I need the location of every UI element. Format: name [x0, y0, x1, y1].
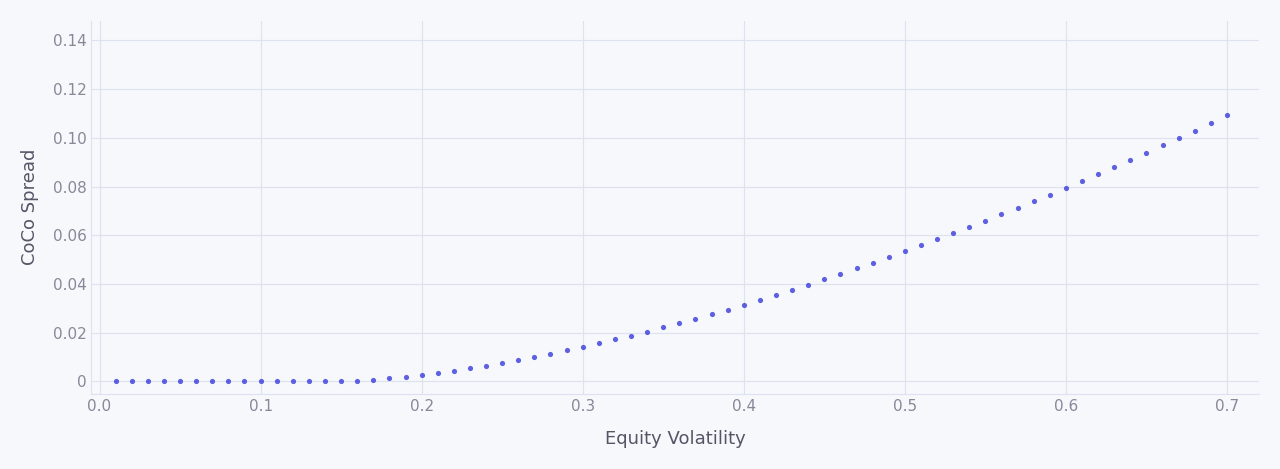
Point — [428, 369, 448, 377]
Point — [540, 350, 561, 357]
Point — [202, 378, 223, 385]
Point — [1039, 191, 1060, 198]
Point — [444, 367, 465, 374]
Point — [557, 347, 577, 354]
Point — [589, 340, 609, 347]
Point — [846, 265, 867, 272]
Point — [492, 359, 512, 367]
Point — [1169, 135, 1189, 142]
Point — [927, 235, 947, 243]
Point — [878, 253, 899, 261]
Point — [959, 223, 979, 231]
Point — [1071, 177, 1092, 185]
Point — [895, 248, 915, 255]
Point — [364, 376, 384, 383]
Point — [1184, 127, 1204, 135]
Point — [750, 296, 771, 304]
Point — [975, 217, 996, 225]
Point — [637, 328, 658, 335]
Point — [315, 378, 335, 385]
Point — [330, 378, 351, 385]
Point — [1137, 149, 1157, 157]
Point — [347, 377, 367, 385]
Point — [1201, 120, 1221, 127]
Point — [266, 378, 287, 385]
Point — [298, 378, 319, 385]
Point — [814, 276, 835, 283]
Point — [396, 373, 416, 380]
Point — [1217, 112, 1238, 119]
Point — [154, 378, 174, 385]
Point — [943, 229, 964, 237]
Point — [1007, 204, 1028, 212]
Point — [122, 378, 142, 385]
Point — [283, 378, 303, 385]
Point — [604, 336, 625, 343]
Point — [105, 378, 125, 385]
Point — [1103, 163, 1124, 171]
Point — [251, 378, 271, 385]
Point — [1088, 170, 1108, 178]
Point — [1120, 156, 1140, 164]
Point — [701, 310, 722, 318]
Point — [782, 286, 803, 294]
Point — [991, 211, 1011, 218]
Point — [733, 301, 754, 309]
Point — [621, 332, 641, 340]
Point — [411, 371, 431, 378]
Point — [910, 242, 931, 249]
Point — [669, 319, 690, 327]
Point — [1024, 197, 1044, 205]
Point — [797, 281, 818, 288]
X-axis label: Equity Volatility: Equity Volatility — [605, 430, 746, 448]
Point — [653, 324, 673, 331]
Point — [379, 375, 399, 382]
Point — [137, 378, 157, 385]
Point — [831, 270, 851, 278]
Point — [685, 315, 705, 323]
Y-axis label: CoCo Spread: CoCo Spread — [20, 149, 38, 265]
Point — [476, 362, 497, 370]
Point — [1056, 184, 1076, 192]
Point — [218, 378, 238, 385]
Point — [863, 259, 883, 266]
Point — [524, 353, 544, 361]
Point — [234, 378, 255, 385]
Point — [186, 378, 206, 385]
Point — [765, 291, 786, 299]
Point — [170, 378, 191, 385]
Point — [1152, 142, 1172, 149]
Point — [460, 364, 480, 372]
Point — [717, 306, 737, 313]
Point — [508, 356, 529, 364]
Point — [572, 343, 593, 351]
